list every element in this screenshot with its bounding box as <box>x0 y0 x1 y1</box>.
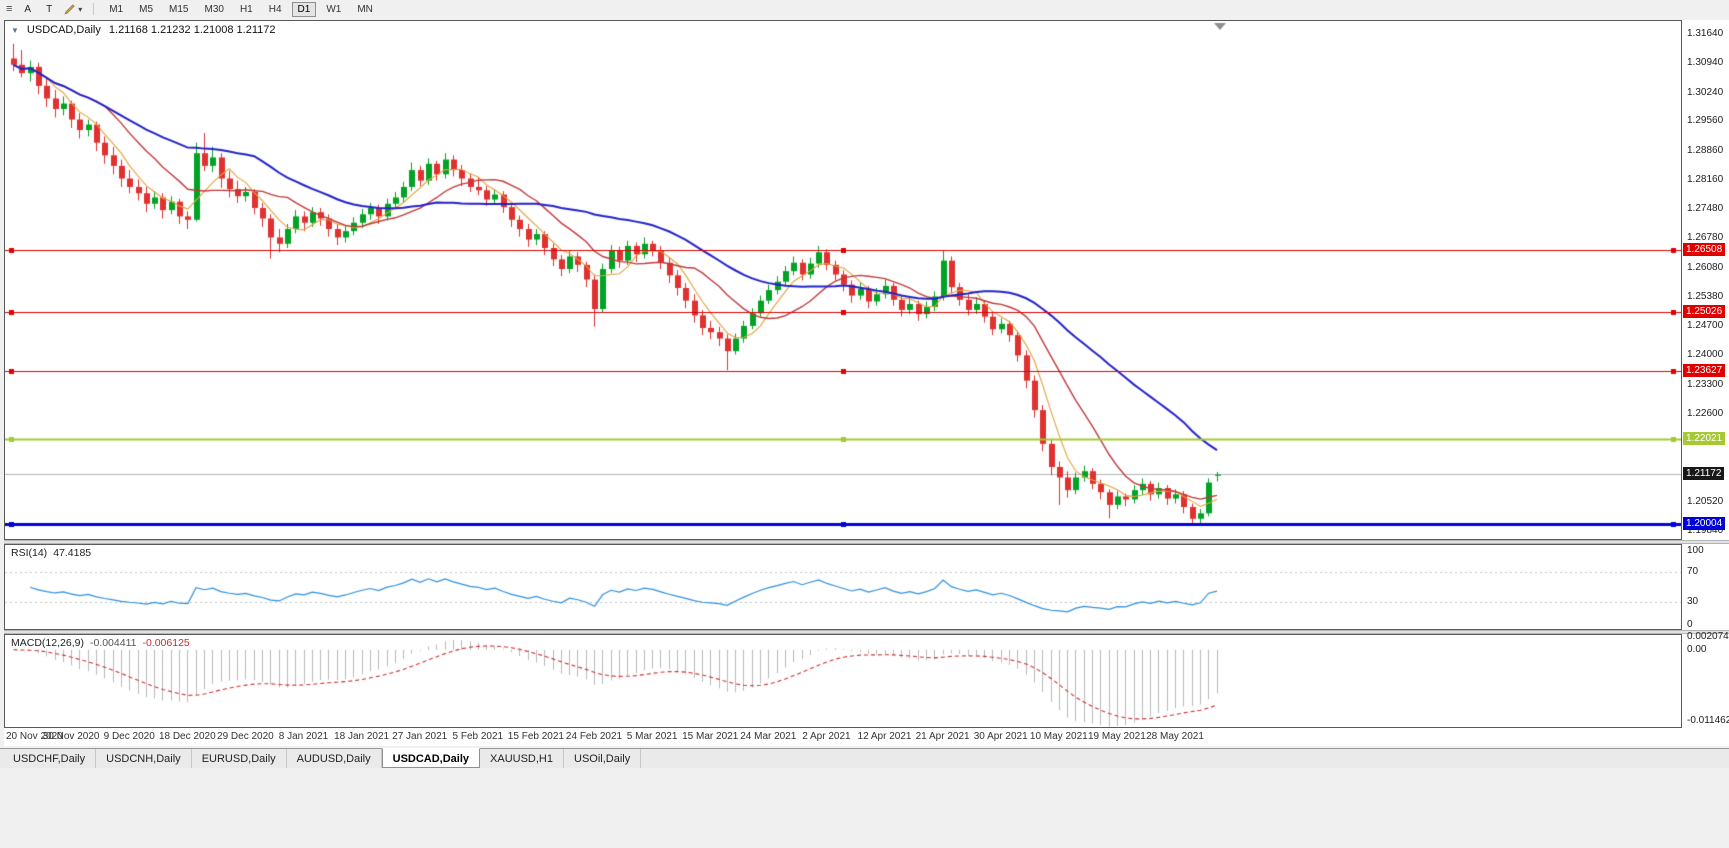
price-tag-hline: 1.23627 <box>1683 364 1726 378</box>
rsi-axis-label: 30 <box>1687 596 1699 608</box>
date-axis-label: 8 Jan 2021 <box>278 731 329 742</box>
price-axis-label: 1.29560 <box>1687 115 1724 127</box>
date-axis-label: 24 Mar 2021 <box>740 731 797 742</box>
rsi-axis-label: 0 <box>1687 619 1693 630</box>
date-axis-label: 15 Mar 2021 <box>682 731 739 742</box>
date-axis-label: 12 Apr 2021 <box>857 731 912 742</box>
price-tag-current: 1.21172 <box>1683 467 1725 481</box>
timeframe-button-w1[interactable]: W1 <box>326 3 342 15</box>
date-axis-label: 30 Nov 2020 <box>42 731 100 742</box>
price-axis-label: 1.30240 <box>1687 86 1724 98</box>
tab-audusd-daily[interactable]: AUDUSD,Daily <box>287 749 382 768</box>
panel-splitter-rsi[interactable] <box>4 540 1729 544</box>
price-chart-panel: ▼ USDCAD,Daily 1.21168 1.21232 1.21008 1… <box>4 20 1682 540</box>
tab-usdchf-daily[interactable]: USDCHF,Daily <box>3 749 97 768</box>
price-axis-label: 1.26780 <box>1687 232 1724 244</box>
chart-toolbar: ≡ A T ▾ M1 M5 M15 M30 H1 H4 D1 W1 MN <box>0 0 1729 18</box>
price-axis-label: 1.20520 <box>1687 495 1724 507</box>
price-axis-label: 1.28860 <box>1687 144 1724 156</box>
date-axis-label: 18 Dec 2020 <box>158 731 216 742</box>
date-axis-label: 21 Apr 2021 <box>915 731 970 742</box>
price-tag-hline: 1.20004 <box>1683 516 1726 530</box>
price-axis-label: 1.19840 <box>1687 524 1724 536</box>
timeframe-button-d1[interactable]: D1 <box>291 1 317 17</box>
date-axis-label: 24 Feb 2021 <box>565 731 623 742</box>
rsi-panel: RSI(14) 47.4185 <box>4 544 1682 630</box>
text-tool-button[interactable]: T <box>46 3 53 15</box>
timeframe-button-m1[interactable]: M1 <box>109 3 124 15</box>
price-axis-label: 1.30940 <box>1687 57 1724 69</box>
timeframe-button-m15[interactable]: M15 <box>169 3 189 15</box>
macd-panel: MACD(12,26,9) -0.004411 -0.006125 <box>4 634 1682 728</box>
price-tag-hline: 1.22021 <box>1683 431 1726 445</box>
chevron-down-icon: ▾ <box>78 4 83 14</box>
price-axis-label: 1.26080 <box>1687 261 1724 273</box>
timeframe-button-m5[interactable]: M5 <box>139 3 154 15</box>
draw-tool-button[interactable]: ▾ <box>64 3 82 15</box>
charts-menu-icon[interactable]: ≡ <box>6 3 13 15</box>
date-axis-label: 18 Jan 2021 <box>334 731 390 742</box>
price-axis-label: 1.25380 <box>1687 291 1724 303</box>
date-axis-label: 2 Apr 2021 <box>802 731 851 742</box>
price-tag-hline: 1.25026 <box>1683 305 1726 319</box>
price-axis-label: 1.31640 <box>1687 27 1724 39</box>
rsi-axis-label: 70 <box>1687 565 1699 577</box>
tab-usdcad-daily[interactable]: USDCAD,Daily <box>381 748 481 768</box>
chart-tabs-bar: USDCHF,Daily USDCNH,Daily EURUSD,Daily AUDU… <box>0 748 1729 768</box>
timeframe-button-h4[interactable]: H4 <box>268 3 282 15</box>
date-axis-label: 5 Mar 2021 <box>626 731 678 742</box>
rsi-axis-label: 100 <box>1687 545 1704 556</box>
date-axis-label: 10 May 2021 <box>1029 731 1088 742</box>
tab-usoil-daily[interactable]: USOil,Daily <box>564 749 642 768</box>
price-axis-label: 1.24700 <box>1687 319 1724 331</box>
tab-xauusd-h1[interactable]: XAUUSD,H1 <box>480 749 564 768</box>
price-axis-label: 1.27480 <box>1687 202 1724 214</box>
macd-axis-label: 0.00 <box>1687 643 1707 655</box>
date-axis-label: 9 Dec 2020 <box>103 731 155 742</box>
date-axis-label: 30 Apr 2021 <box>973 731 1028 742</box>
date-axis-label: 19 May 2021 <box>1087 731 1146 742</box>
date-axis-label: 28 May 2021 <box>1146 731 1204 742</box>
rsi-canvas[interactable] <box>5 545 1681 629</box>
date-axis-label: 27 Jan 2021 <box>392 731 448 742</box>
macd-canvas[interactable] <box>5 635 1681 727</box>
pencil-icon <box>64 4 75 15</box>
tab-eurusd-daily[interactable]: EURUSD,Daily <box>192 749 287 768</box>
annotation-a-button[interactable]: A <box>24 3 32 15</box>
macd-axis-label: -0.011462 <box>1687 714 1729 726</box>
price-axis-label: 1.28160 <box>1687 174 1724 186</box>
price-chart-canvas[interactable] <box>5 21 1681 539</box>
toolbar-separator <box>93 3 95 15</box>
timeframe-buttons: M1 M5 M15 M30 H1 H4 D1 W1 MN <box>103 1 383 17</box>
panel-splitter-macd[interactable] <box>4 630 1729 634</box>
date-axis-label: 15 Feb 2021 <box>507 731 564 742</box>
price-axis-label: 1.23300 <box>1687 378 1724 390</box>
timeframe-button-m30[interactable]: M30 <box>204 3 224 15</box>
date-axis-label: 20 Nov 2020 <box>6 731 63 742</box>
price-axis-label: 1.22600 <box>1687 408 1724 420</box>
tab-usdcnh-daily[interactable]: USDCNH,Daily <box>96 749 192 768</box>
price-tag-hline: 1.26508 <box>1683 242 1726 256</box>
timeframe-button-mn[interactable]: MN <box>357 3 373 15</box>
date-axis-label: 5 Feb 2021 <box>452 731 504 742</box>
macd-axis-label: 0.002074 <box>1687 631 1729 642</box>
date-axis-label: 29 Dec 2020 <box>217 731 274 742</box>
one-click-trading-toggle[interactable]: ▼ <box>11 25 19 35</box>
timeframe-button-h1[interactable]: H1 <box>239 3 253 15</box>
price-axis-label: 1.24000 <box>1687 349 1724 361</box>
